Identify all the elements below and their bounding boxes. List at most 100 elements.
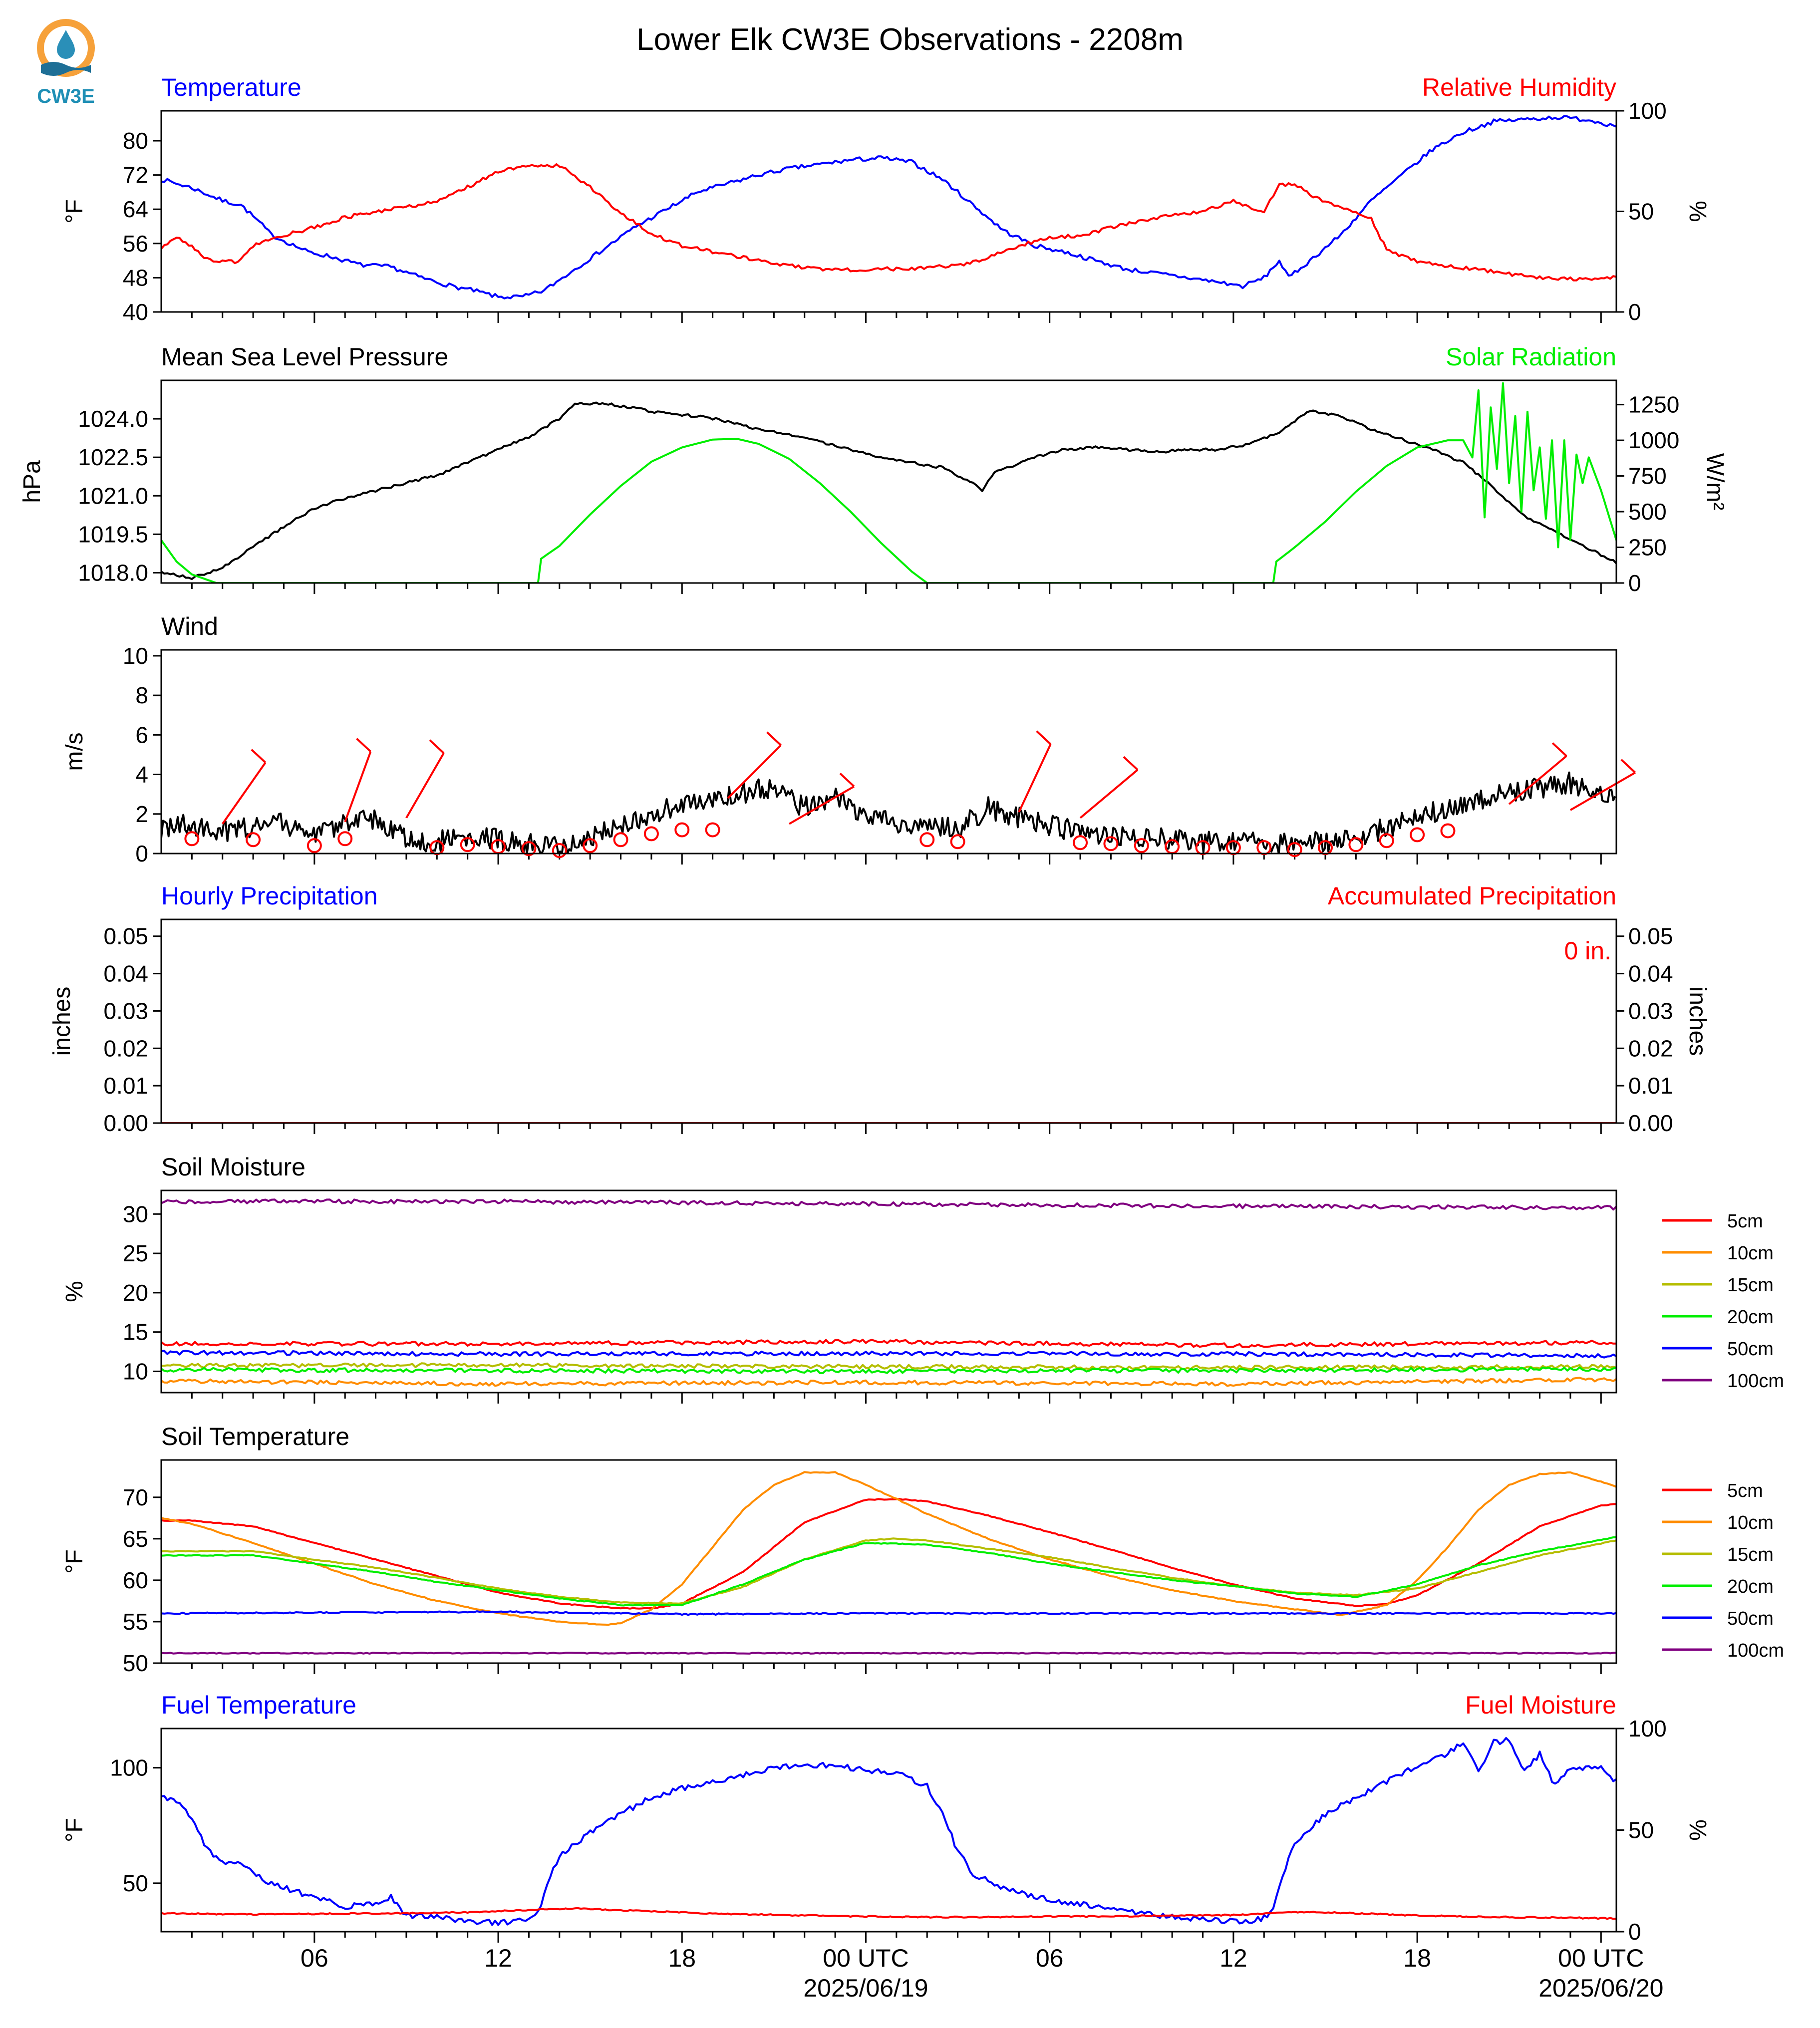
panel-3: Hourly Precipitation Accumulated Precipit… bbox=[49, 882, 1711, 1136]
series-line-left bbox=[161, 115, 1616, 299]
panel-left-title: Mean Sea Level Pressure bbox=[161, 343, 448, 371]
y-tick-label: 8 bbox=[135, 682, 148, 708]
panel-left-title: Soil Temperature bbox=[161, 1423, 349, 1450]
y-tick-label-right: 750 bbox=[1628, 463, 1667, 489]
panel-6: Fuel Temperature Fuel Moisture °F % 50 100 0 50… bbox=[61, 1691, 1711, 1945]
plot-frame bbox=[160, 379, 1617, 584]
logo-text: CW3E bbox=[37, 85, 95, 107]
series-line-10cm bbox=[161, 1471, 1616, 1626]
y-axis-label: °F bbox=[61, 199, 88, 224]
x-tick-label: 12 bbox=[484, 1944, 512, 1972]
series-group bbox=[161, 771, 1616, 854]
series-line-100cm bbox=[161, 1198, 1616, 1211]
wind-calm-marker bbox=[613, 832, 628, 848]
wind-calm-marker bbox=[246, 832, 261, 848]
wind-barb-flag bbox=[1123, 756, 1139, 771]
legend-label: 10cm bbox=[1727, 1243, 1774, 1264]
y-axis-label: % bbox=[61, 1281, 88, 1302]
legend-label: 100cm bbox=[1727, 1371, 1784, 1392]
y-tick-label-right: 0.03 bbox=[1628, 998, 1673, 1024]
wind-calm-marker bbox=[1348, 837, 1364, 853]
panel-left-title: Wind bbox=[161, 612, 218, 640]
series-group bbox=[161, 1198, 1616, 1387]
y-tick-label: 0.03 bbox=[103, 998, 148, 1024]
wind-calm-marker bbox=[643, 826, 659, 842]
y-axis-label-right: % bbox=[1684, 201, 1711, 222]
plot-frame bbox=[160, 1189, 1617, 1394]
wind-barb-flag bbox=[429, 739, 445, 754]
wind-calm-marker bbox=[552, 843, 567, 859]
panel-0: Temperature Relative Humidity °F % 40 48 56 64 7… bbox=[61, 73, 1711, 325]
y-tick-label-right: 0.04 bbox=[1628, 961, 1673, 987]
wind-barb-flag bbox=[1036, 730, 1052, 745]
wind-barb-flag bbox=[356, 738, 371, 753]
y-tick-label-right: 50 bbox=[1628, 199, 1654, 225]
panel-left-title: Temperature bbox=[161, 73, 302, 101]
wind-barb bbox=[344, 751, 372, 823]
y-tick-label: 1019.5 bbox=[78, 521, 148, 547]
y-tick-label-right: 50 bbox=[1628, 1817, 1654, 1843]
wind-barb-flag bbox=[251, 749, 267, 764]
panel-left-title: Soil Moisture bbox=[161, 1153, 305, 1181]
panel-2: Wind m/s 0 2 4 6 8 10 bbox=[61, 612, 1636, 867]
wind-calm-marker bbox=[1103, 836, 1119, 852]
panel-4: Soil Moisture% 10 15 20 25 30 5cm 10cm 15cm 20cm 5… bbox=[61, 1153, 1784, 1404]
x-tick-label: 18 bbox=[668, 1944, 696, 1972]
wind-calm-marker bbox=[1134, 838, 1149, 854]
series-line-15cm bbox=[161, 1362, 1616, 1371]
wind-barb-flag bbox=[1551, 742, 1567, 757]
series-line-right bbox=[161, 1907, 1616, 1920]
series-group bbox=[161, 382, 1616, 583]
wind-calm-marker bbox=[919, 832, 935, 848]
series-line-20cm bbox=[161, 1536, 1616, 1607]
series-group bbox=[161, 115, 1616, 299]
wind-barb bbox=[222, 762, 267, 825]
panel-right-title: Solar Radiation bbox=[1446, 343, 1616, 371]
wind-barb bbox=[1018, 744, 1052, 813]
accumulated-annotation: 0 in. bbox=[1564, 937, 1611, 965]
wind-barb bbox=[1569, 772, 1636, 811]
y-tick-label: 60 bbox=[123, 1567, 148, 1593]
y-tick-label: 0.04 bbox=[103, 961, 148, 987]
wind-calm-marker bbox=[306, 838, 322, 854]
y-tick-label: 2 bbox=[135, 801, 148, 827]
y-tick-label: 56 bbox=[123, 231, 148, 257]
x-tick-label: 18 bbox=[1403, 1944, 1431, 1972]
y-tick-label: 30 bbox=[123, 1201, 148, 1227]
y-tick-label-right: 250 bbox=[1628, 535, 1667, 561]
x-date-label: 2025/06/19 bbox=[803, 1974, 928, 2002]
y-tick-label-right: 0 bbox=[1628, 570, 1641, 596]
y-tick-label: 25 bbox=[123, 1240, 148, 1266]
y-axis-label-right: inches bbox=[1684, 987, 1711, 1056]
y-axis-label: °F bbox=[61, 1549, 88, 1574]
y-tick-label: 1018.0 bbox=[78, 560, 148, 585]
wind-calm-marker bbox=[1410, 827, 1425, 843]
x-tick-label: 00 UTC bbox=[1558, 1944, 1644, 1972]
y-tick-label: 20 bbox=[123, 1280, 148, 1306]
y-tick-label: 70 bbox=[123, 1484, 148, 1510]
y-axis-label: hPa bbox=[19, 460, 45, 503]
legend-label: 100cm bbox=[1727, 1640, 1784, 1661]
wind-calm-marker bbox=[1287, 842, 1302, 858]
panel-right-title: Fuel Moisture bbox=[1465, 1691, 1616, 1719]
y-tick-label-right: 0.02 bbox=[1628, 1035, 1673, 1061]
y-axis-label-right: W/m² bbox=[1702, 453, 1728, 511]
y-tick-label: 0 bbox=[135, 841, 148, 867]
plot-frame bbox=[160, 649, 1617, 855]
series-line-right bbox=[161, 382, 1616, 583]
y-tick-label-right: 0.01 bbox=[1628, 1073, 1673, 1099]
wind-calm-marker bbox=[337, 831, 353, 847]
series-line-20cm bbox=[161, 1366, 1616, 1374]
wind-barb bbox=[1079, 769, 1139, 819]
x-date-label: 2025/06/20 bbox=[1538, 1974, 1663, 2002]
x-tick-label: 12 bbox=[1219, 1944, 1247, 1972]
panel-5: Soil Temperature °F 50 55 60 65 70 5cm 10cm 15cm 2… bbox=[61, 1423, 1784, 1676]
y-tick-label-right: 100 bbox=[1628, 98, 1667, 124]
plot-frame bbox=[160, 1728, 1617, 1933]
wind-barb bbox=[727, 744, 782, 799]
wind-barb-flag bbox=[839, 773, 855, 788]
y-tick-label-right: 100 bbox=[1628, 1716, 1667, 1741]
series-group bbox=[161, 1737, 1616, 1926]
y-tick-label: 1021.0 bbox=[78, 483, 148, 509]
